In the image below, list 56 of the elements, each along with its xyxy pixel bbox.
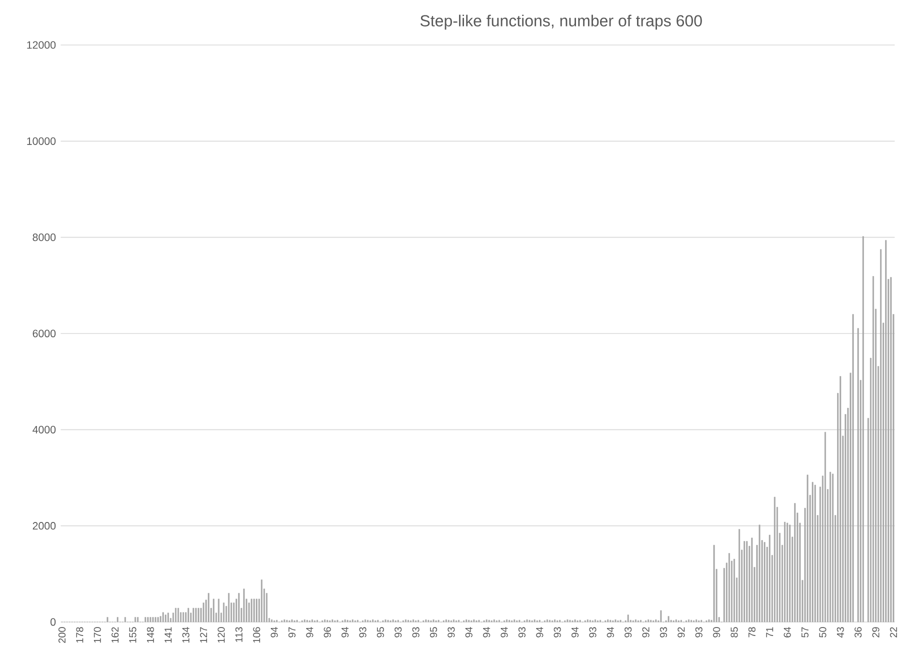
x-tick-label: 57 xyxy=(802,627,809,638)
x-tick-label: 94 xyxy=(571,627,579,638)
x-tick-label: 64 xyxy=(784,627,791,638)
x-tick-label: 93 xyxy=(660,627,668,638)
y-tick-label: 6000 xyxy=(32,330,56,338)
x-tick-label: 90 xyxy=(713,627,720,638)
x-tick-label: 94 xyxy=(306,627,314,638)
x-tick-label: 134 xyxy=(182,627,190,643)
x-tick-label: 95 xyxy=(376,627,384,638)
x-tick-label: 94 xyxy=(483,627,490,638)
y-tick-label: 12000 xyxy=(27,41,56,49)
x-tick-label: 120 xyxy=(218,627,225,643)
x-tick-label: 95 xyxy=(430,627,438,638)
x-tick-label: 93 xyxy=(518,627,526,638)
x-tick-label: 170 xyxy=(94,627,101,643)
y-tick-label: 2000 xyxy=(32,522,56,530)
x-tick-label: 113 xyxy=(235,627,242,642)
x-tick-label: 93 xyxy=(695,627,702,638)
x-tick-label: 93 xyxy=(624,627,632,638)
x-tick-label: 155 xyxy=(129,627,136,643)
x-tick-label: 22 xyxy=(890,627,897,638)
x-tick-label: 94 xyxy=(606,627,614,638)
x-tick-label: 93 xyxy=(589,627,596,638)
x-tick-label: 93 xyxy=(359,627,366,638)
x-tick-label: 43 xyxy=(836,627,844,638)
x-tick-label: 50 xyxy=(819,627,826,638)
x-tick-label: 94 xyxy=(342,627,349,638)
x-tick-label: 93 xyxy=(394,627,402,638)
x-tick-label: 93 xyxy=(448,627,455,638)
x-tick-label: 96 xyxy=(324,627,331,638)
y-tick-label: 8000 xyxy=(32,234,56,242)
x-tick-label: 94 xyxy=(500,627,508,638)
x-tick-label: 94 xyxy=(465,627,472,638)
y-tick-label: 10000 xyxy=(27,137,56,145)
x-tick-label: 71 xyxy=(766,627,774,638)
x-tick-label: 85 xyxy=(730,627,738,638)
x-tick-label: 141 xyxy=(164,627,172,643)
x-tick-label: 97 xyxy=(288,627,296,638)
x-tick-label: 200 xyxy=(58,627,66,643)
x-tick-label: 92 xyxy=(678,627,685,638)
y-tick-label: 0 xyxy=(50,618,56,626)
x-tick-label: 93 xyxy=(412,627,420,638)
y-tick-label: 4000 xyxy=(32,426,56,434)
x-tick-label: 127 xyxy=(200,627,208,643)
x-tick-label: 36 xyxy=(854,627,862,638)
x-tick-label: 94 xyxy=(536,627,544,638)
x-tick-label: 94 xyxy=(270,627,278,638)
x-tick-label: 92 xyxy=(642,627,650,638)
x-tick-label: 78 xyxy=(748,627,756,638)
x-tick-label: 29 xyxy=(872,627,880,638)
chart-title: Step-like functions, number of traps 600 xyxy=(420,14,702,30)
x-tick-label: 178 xyxy=(76,627,84,643)
x-tick-label: 93 xyxy=(554,627,561,638)
x-tick-label: 106 xyxy=(253,627,260,643)
x-tick-label: 148 xyxy=(146,627,154,643)
x-tick-label: 162 xyxy=(112,627,119,643)
